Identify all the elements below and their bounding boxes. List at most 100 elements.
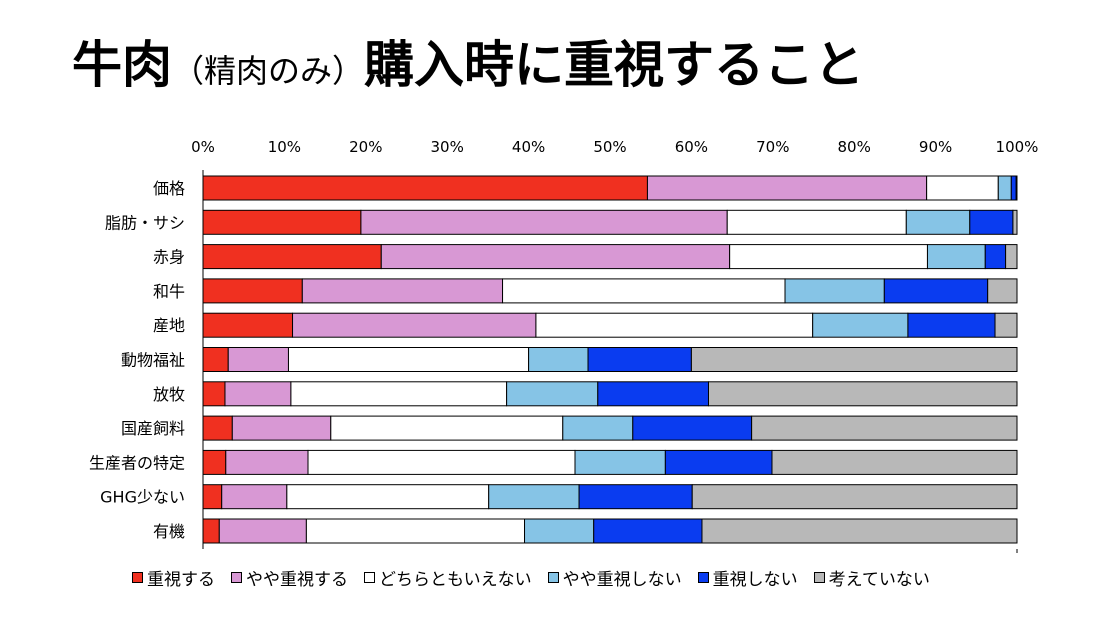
bar-segment (597, 381, 709, 407)
x-tick-label: 20% (349, 138, 382, 156)
bar-segment (907, 312, 996, 338)
bar-segment (969, 209, 1014, 235)
x-tick-label: 0% (191, 138, 215, 156)
legend-label: やや重視する (246, 570, 348, 590)
bar-segment (301, 278, 504, 304)
bar-segment (771, 449, 1018, 475)
legend-label: 考えていない (828, 570, 930, 590)
bar-segment (202, 209, 362, 235)
bar-segment (502, 278, 786, 304)
legend-swatch (364, 572, 375, 583)
bar-segment (231, 415, 332, 441)
legend-item: やや重視しない (547, 565, 682, 590)
legend-item: どちらともいえない (364, 565, 532, 590)
title-main-1: 牛肉 (72, 36, 172, 94)
category-label: 赤身 (153, 248, 185, 267)
bar-segment (221, 484, 288, 510)
bar-segment (987, 278, 1018, 304)
bar-segment (587, 347, 692, 372)
bar-segment (726, 209, 907, 235)
bar-segment (202, 518, 220, 544)
category-label: 産地 (153, 316, 185, 335)
bar-segment (535, 312, 814, 338)
bar-segment (1010, 175, 1017, 201)
bar-segment (578, 484, 693, 510)
bar-segment (307, 449, 576, 475)
bar-segment (690, 347, 1018, 372)
bar-segment (701, 518, 1018, 544)
bar-segment (926, 175, 999, 201)
legend-swatch (547, 572, 559, 583)
bar-segment (905, 209, 971, 235)
legend-item: 重視する (132, 565, 215, 590)
legend-item: 重視しない (697, 565, 798, 590)
bar-segment (286, 484, 490, 510)
bar-segment (202, 244, 382, 270)
bar-segment (380, 244, 731, 270)
bar-segment (593, 518, 703, 544)
category-label: GHG少ない (100, 488, 185, 507)
category-label: 脂肪・サシ (105, 213, 185, 232)
legend-swatch (132, 572, 143, 583)
bar-segment (664, 449, 773, 475)
bar-segment (202, 347, 229, 372)
bar-segment (997, 175, 1012, 201)
legend-swatch (697, 572, 709, 583)
bar-segment (1012, 209, 1018, 235)
bar-segment (202, 449, 227, 475)
bar-segment (707, 381, 1018, 407)
category-label: 放牧 (153, 385, 185, 404)
title-sub: （精肉のみ） (172, 52, 365, 90)
bar-segment (691, 484, 1018, 510)
bar-segment (227, 347, 289, 372)
x-tick-label: 10% (268, 138, 301, 156)
legend-item: 考えていない (813, 565, 930, 590)
legend-swatch (231, 572, 242, 583)
bar-segment (984, 244, 1007, 270)
bar-segment (330, 415, 564, 441)
legend-label: やや重視しない (562, 570, 682, 590)
bar-segment (202, 278, 303, 304)
category-label: 動物福祉 (121, 351, 185, 370)
legend-label: 重視しない (712, 570, 798, 590)
bar-segment (574, 449, 666, 475)
bar-segment (1015, 175, 1018, 201)
x-tick-label: 30% (431, 138, 464, 156)
bar-segment (360, 209, 728, 235)
page-title: 牛肉（精肉のみ）購入時に重視すること (72, 40, 864, 90)
category-label: 国産飼料 (121, 419, 185, 438)
bar-segment (506, 381, 599, 407)
bar-segment (290, 381, 508, 407)
category-label: 生産者の特定 (89, 453, 185, 472)
bar-segment (202, 415, 233, 441)
x-tick-label: 40% (512, 138, 545, 156)
bar-segment (784, 278, 885, 304)
stacked-bar-chart: 0% 10% 20% 30% 40% 50% 60% 70% 80% 90% 100% 価格脂肪・サシ… (89, 138, 1038, 553)
bar-segment (287, 347, 530, 372)
chart-legend: 重視する やや重視する どちらともいえない やや重視しない 重視しない 考えていない (132, 565, 930, 590)
bar-segment (488, 484, 580, 510)
x-tick-label: 70% (756, 138, 789, 156)
bar-segment (202, 312, 294, 338)
bar-segment (883, 278, 989, 304)
x-tick-label: 60% (675, 138, 708, 156)
bar-segment (202, 381, 226, 407)
bar-segment (751, 415, 1018, 441)
legend-swatch (813, 572, 825, 583)
legend-label: どちらともいえない (379, 570, 532, 590)
bar-segment (926, 244, 986, 270)
bar-segment (305, 518, 526, 544)
bar-segment (524, 518, 595, 544)
bar-segment (646, 175, 928, 201)
bar-segment (1005, 244, 1018, 270)
bar-segment (218, 518, 307, 544)
bar-segment (812, 312, 909, 338)
bar-segment (729, 244, 928, 270)
category-label: 和牛 (153, 282, 185, 301)
title-main-2: 購入時に重視すること (364, 36, 865, 94)
bar-segment (202, 484, 223, 510)
category-label: 有機 (153, 522, 185, 541)
bar-segment (224, 381, 292, 407)
bar-segment (292, 312, 537, 338)
x-tick-label: 50% (593, 138, 626, 156)
